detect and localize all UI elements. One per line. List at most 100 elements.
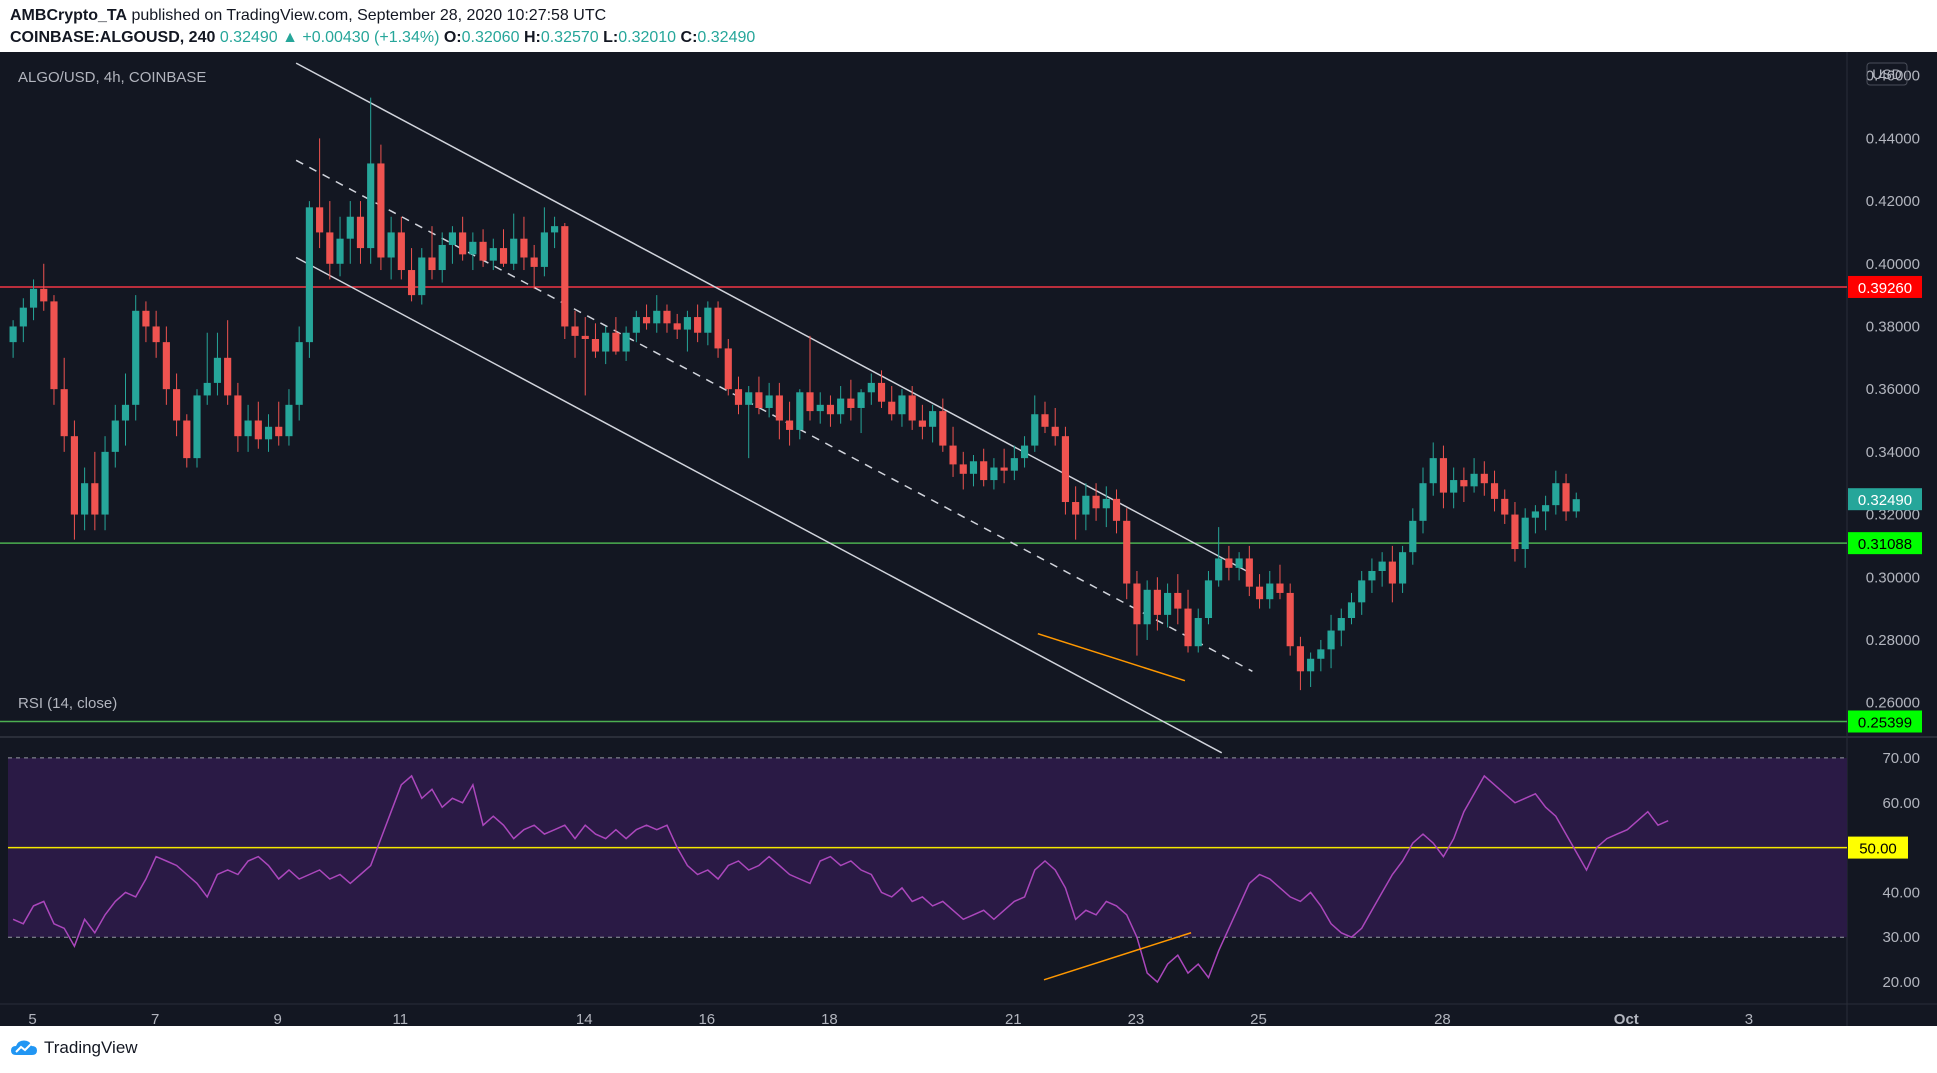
close-value: 0.32490 bbox=[697, 29, 756, 46]
support-2-label-bg bbox=[1848, 710, 1922, 733]
rsi-mid-label: 50.00 bbox=[1859, 841, 1897, 858]
candle-body bbox=[571, 326, 579, 336]
candle-body bbox=[969, 461, 978, 474]
candle-body bbox=[1378, 561, 1386, 571]
chart-panel[interactable]: 0.46000 0.44000 0.42000 0.40000 0.38000 0.360… bbox=[0, 52, 1937, 1028]
candle-body bbox=[949, 445, 957, 465]
candle-body bbox=[336, 238, 344, 264]
candle-body bbox=[489, 248, 497, 261]
candle-body bbox=[1501, 498, 1509, 515]
currency-box bbox=[1866, 62, 1908, 86]
candle-body bbox=[1327, 630, 1335, 650]
candle-body bbox=[1419, 483, 1427, 521]
candle-body bbox=[1020, 445, 1029, 459]
candle-body bbox=[857, 392, 865, 408]
candle-body bbox=[530, 257, 538, 267]
footer: TradingView bbox=[0, 1028, 1937, 1073]
candle-body bbox=[367, 163, 375, 249]
candle-body bbox=[479, 241, 487, 261]
candle-body bbox=[81, 483, 89, 515]
candle-body bbox=[1368, 570, 1376, 581]
symbol-text: COINBASE:ALGOUSD, 240 bbox=[10, 29, 216, 46]
candle-body bbox=[29, 288, 38, 308]
candle-body bbox=[1531, 511, 1539, 518]
candle-body bbox=[1470, 473, 1478, 487]
candle-body bbox=[183, 420, 191, 459]
price-tick-label: 0.30000 bbox=[1866, 569, 1920, 586]
price-tick-label: 0.42000 bbox=[1866, 193, 1920, 210]
publisher-line: AMBCrypto_TA published on TradingView.co… bbox=[10, 7, 606, 25]
candle-body bbox=[111, 420, 119, 452]
candle-body bbox=[407, 270, 416, 296]
price-tick-label: 0.38000 bbox=[1866, 318, 1920, 335]
chart-svg[interactable]: 0.46000 0.44000 0.42000 0.40000 0.38000 0.360… bbox=[0, 52, 1937, 1028]
candle-body bbox=[397, 232, 405, 271]
candle-body bbox=[1450, 480, 1458, 493]
candle-body bbox=[898, 395, 906, 415]
tradingview-logo[interactable]: TradingView bbox=[10, 1038, 138, 1058]
candle-body bbox=[1112, 498, 1121, 521]
candle-body bbox=[1123, 520, 1131, 584]
candle-body bbox=[622, 332, 630, 352]
last-price-label: 0.32490 bbox=[1858, 492, 1912, 509]
rsi-mid-label-bg bbox=[1848, 836, 1908, 859]
candle-body bbox=[1337, 618, 1345, 631]
candle-body bbox=[356, 216, 365, 249]
candle-body bbox=[1439, 458, 1448, 493]
candle-body bbox=[1225, 558, 1233, 568]
candle-body bbox=[1194, 618, 1202, 647]
candle-body bbox=[224, 357, 232, 396]
price-tick-label: 0.34000 bbox=[1866, 444, 1920, 461]
candle-body bbox=[1255, 586, 1264, 600]
candle-body bbox=[959, 464, 967, 474]
candle-body bbox=[1296, 646, 1304, 672]
candle-body bbox=[704, 307, 712, 333]
candle-body bbox=[1010, 458, 1018, 471]
candle-body bbox=[275, 426, 283, 437]
support-1-label-bg bbox=[1848, 532, 1922, 555]
candle-body bbox=[1174, 592, 1182, 609]
candle-body bbox=[939, 411, 947, 446]
candle-body bbox=[642, 317, 651, 324]
time-tick-label: 28 bbox=[1434, 1011, 1451, 1026]
chart-title: ALGO/USD, 4h, COINBASE bbox=[18, 69, 206, 86]
candle-body bbox=[142, 310, 150, 327]
candle-body bbox=[1398, 552, 1407, 584]
candle-body bbox=[91, 483, 99, 515]
time-tick-label: 14 bbox=[576, 1011, 593, 1026]
candle-body bbox=[867, 382, 875, 393]
candle-body bbox=[694, 317, 702, 333]
rsi-tick-label: 70.00 bbox=[1882, 750, 1920, 767]
candle-body bbox=[663, 310, 671, 324]
candle-body bbox=[172, 389, 181, 421]
candle-body bbox=[847, 398, 855, 408]
candle-body bbox=[448, 232, 457, 245]
channel-upper-line bbox=[295, 62, 1253, 575]
candle-body bbox=[162, 342, 170, 390]
candle-body bbox=[1552, 483, 1560, 506]
candle-body bbox=[581, 335, 589, 340]
candle-body bbox=[1072, 502, 1080, 515]
time-tick-label: 23 bbox=[1128, 1011, 1145, 1026]
candle-body bbox=[929, 411, 937, 427]
candle-body bbox=[326, 232, 334, 264]
rsi-tick-label: 20.00 bbox=[1882, 974, 1920, 991]
rsi-title: RSI (14, close) bbox=[18, 695, 117, 712]
time-tick-label: 11 bbox=[393, 1011, 409, 1026]
candle-body bbox=[377, 163, 385, 258]
candle-body bbox=[745, 392, 753, 405]
support-2-label: 0.25399 bbox=[1858, 714, 1912, 731]
candle-body bbox=[980, 461, 988, 481]
time-tick-label: 21 bbox=[1005, 1011, 1022, 1026]
rsi-series-line bbox=[12, 774, 1669, 984]
candle-body bbox=[1215, 558, 1223, 581]
publisher-name[interactable]: AMBCrypto_TA bbox=[10, 7, 128, 24]
candle-body bbox=[714, 307, 722, 349]
change-text: ▲ +0.00430 (+1.34%) bbox=[282, 29, 440, 46]
candle-body bbox=[602, 332, 610, 352]
time-tick-label: 25 bbox=[1250, 1011, 1267, 1026]
candle-body bbox=[295, 342, 303, 405]
candle-body bbox=[254, 420, 262, 440]
candle-body bbox=[683, 317, 691, 330]
currency-label: USD bbox=[1872, 66, 1902, 82]
